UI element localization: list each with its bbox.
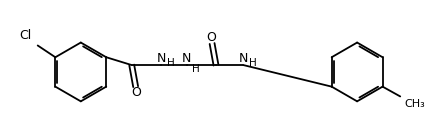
Text: N: N bbox=[182, 52, 191, 65]
Text: N: N bbox=[239, 52, 248, 65]
Text: N: N bbox=[156, 52, 166, 65]
Text: H: H bbox=[193, 64, 200, 74]
Text: H: H bbox=[249, 58, 257, 68]
Text: O: O bbox=[206, 31, 216, 44]
Text: Cl: Cl bbox=[20, 29, 32, 42]
Text: CH₃: CH₃ bbox=[404, 99, 425, 109]
Text: O: O bbox=[132, 86, 141, 99]
Text: H: H bbox=[167, 58, 175, 68]
